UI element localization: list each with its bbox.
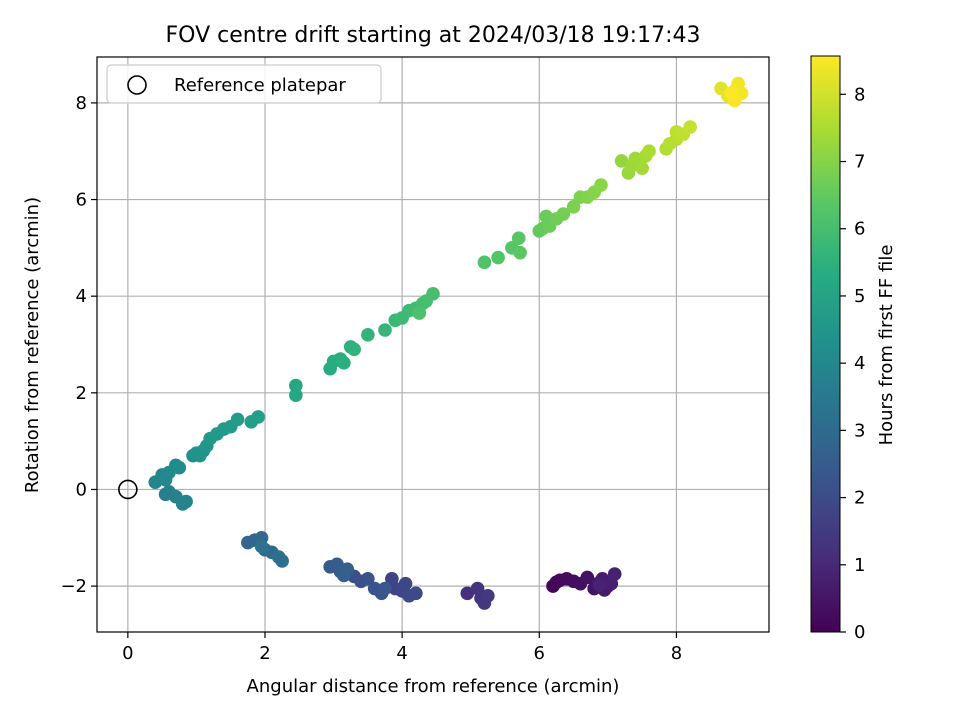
y-axis-label: Rotation from reference (arcmin) bbox=[22, 197, 43, 493]
data-point bbox=[361, 328, 375, 342]
y-tick-label: −2 bbox=[60, 576, 87, 597]
data-point bbox=[481, 588, 495, 603]
data-point bbox=[179, 494, 193, 509]
y-tick-label: 4 bbox=[76, 286, 87, 307]
colorbar-tick-label: 3 bbox=[854, 420, 865, 441]
legend-box bbox=[106, 64, 382, 104]
data-point bbox=[628, 151, 643, 166]
data-point bbox=[254, 539, 269, 554]
colorbar-tick-label: 4 bbox=[854, 353, 865, 374]
x-tick-label: 2 bbox=[259, 643, 270, 664]
legend-entry-label: Reference platepar bbox=[174, 75, 346, 96]
data-point bbox=[275, 554, 289, 568]
grid bbox=[97, 57, 769, 632]
data-point bbox=[683, 120, 697, 134]
x-tick-label: 8 bbox=[671, 643, 682, 664]
colorbar-ticks: 0 1 2 3 4 5 6 7 8 bbox=[840, 84, 865, 643]
data-point bbox=[580, 570, 595, 585]
chart-title: FOV centre drift starting at 2024/03/18 … bbox=[166, 23, 701, 48]
data-point bbox=[347, 342, 361, 357]
y-tick-label: 8 bbox=[76, 93, 87, 114]
colorbar-tick-label: 5 bbox=[854, 286, 865, 307]
data-point bbox=[230, 412, 245, 427]
x-axis-label: Angular distance from reference (arcmin) bbox=[247, 676, 620, 697]
data-point bbox=[289, 378, 303, 393]
data-point bbox=[378, 581, 392, 596]
legend-marker-icon bbox=[127, 75, 147, 95]
y-axis-ticks: −2 0 2 4 6 8 bbox=[60, 93, 97, 597]
data-point bbox=[398, 576, 413, 591]
x-axis-ticks: 0 2 4 6 8 bbox=[122, 632, 682, 664]
data-point bbox=[426, 286, 440, 301]
y-tick-label: 6 bbox=[76, 190, 87, 211]
colorbar-tick-label: 8 bbox=[854, 84, 865, 105]
colorbar-label: Hours from first FF file bbox=[876, 245, 897, 446]
data-points bbox=[148, 76, 749, 610]
data-point bbox=[340, 562, 355, 576]
data-point bbox=[409, 586, 423, 601]
data-point bbox=[513, 245, 527, 260]
colorbar-tick-label: 0 bbox=[854, 622, 865, 643]
data-point bbox=[491, 250, 505, 265]
data-point bbox=[289, 388, 303, 403]
data-point bbox=[556, 207, 571, 221]
data-point bbox=[594, 178, 608, 192]
data-point bbox=[361, 572, 375, 586]
data-point bbox=[412, 306, 427, 320]
data-point bbox=[614, 154, 629, 168]
colorbar-tick-label: 6 bbox=[854, 219, 865, 240]
data-point bbox=[724, 86, 739, 101]
colorbar-tick-label: 2 bbox=[854, 488, 865, 509]
x-tick-label: 4 bbox=[396, 643, 407, 664]
legend: Reference platepar bbox=[106, 64, 382, 104]
reference-platepar-marker bbox=[118, 479, 138, 500]
plot-frame bbox=[96, 56, 770, 633]
x-tick-label: 0 bbox=[122, 643, 133, 664]
colorbar bbox=[810, 55, 841, 633]
data-point bbox=[477, 255, 492, 270]
x-tick-label: 6 bbox=[534, 643, 545, 664]
data-point bbox=[378, 323, 392, 337]
data-point bbox=[511, 231, 526, 245]
data-point bbox=[460, 586, 475, 601]
data-point bbox=[635, 161, 649, 175]
y-tick-label: 2 bbox=[76, 383, 87, 404]
data-point bbox=[607, 567, 622, 581]
data-point bbox=[642, 144, 656, 159]
colorbar-tick-label: 1 bbox=[854, 555, 865, 576]
y-tick-label: 0 bbox=[76, 479, 87, 500]
data-point bbox=[251, 410, 265, 424]
data-point bbox=[592, 578, 607, 592]
data-point bbox=[337, 356, 351, 370]
colorbar-tick-label: 7 bbox=[854, 152, 865, 173]
data-point bbox=[193, 448, 207, 463]
data-point bbox=[172, 460, 187, 475]
data-point bbox=[566, 199, 581, 214]
